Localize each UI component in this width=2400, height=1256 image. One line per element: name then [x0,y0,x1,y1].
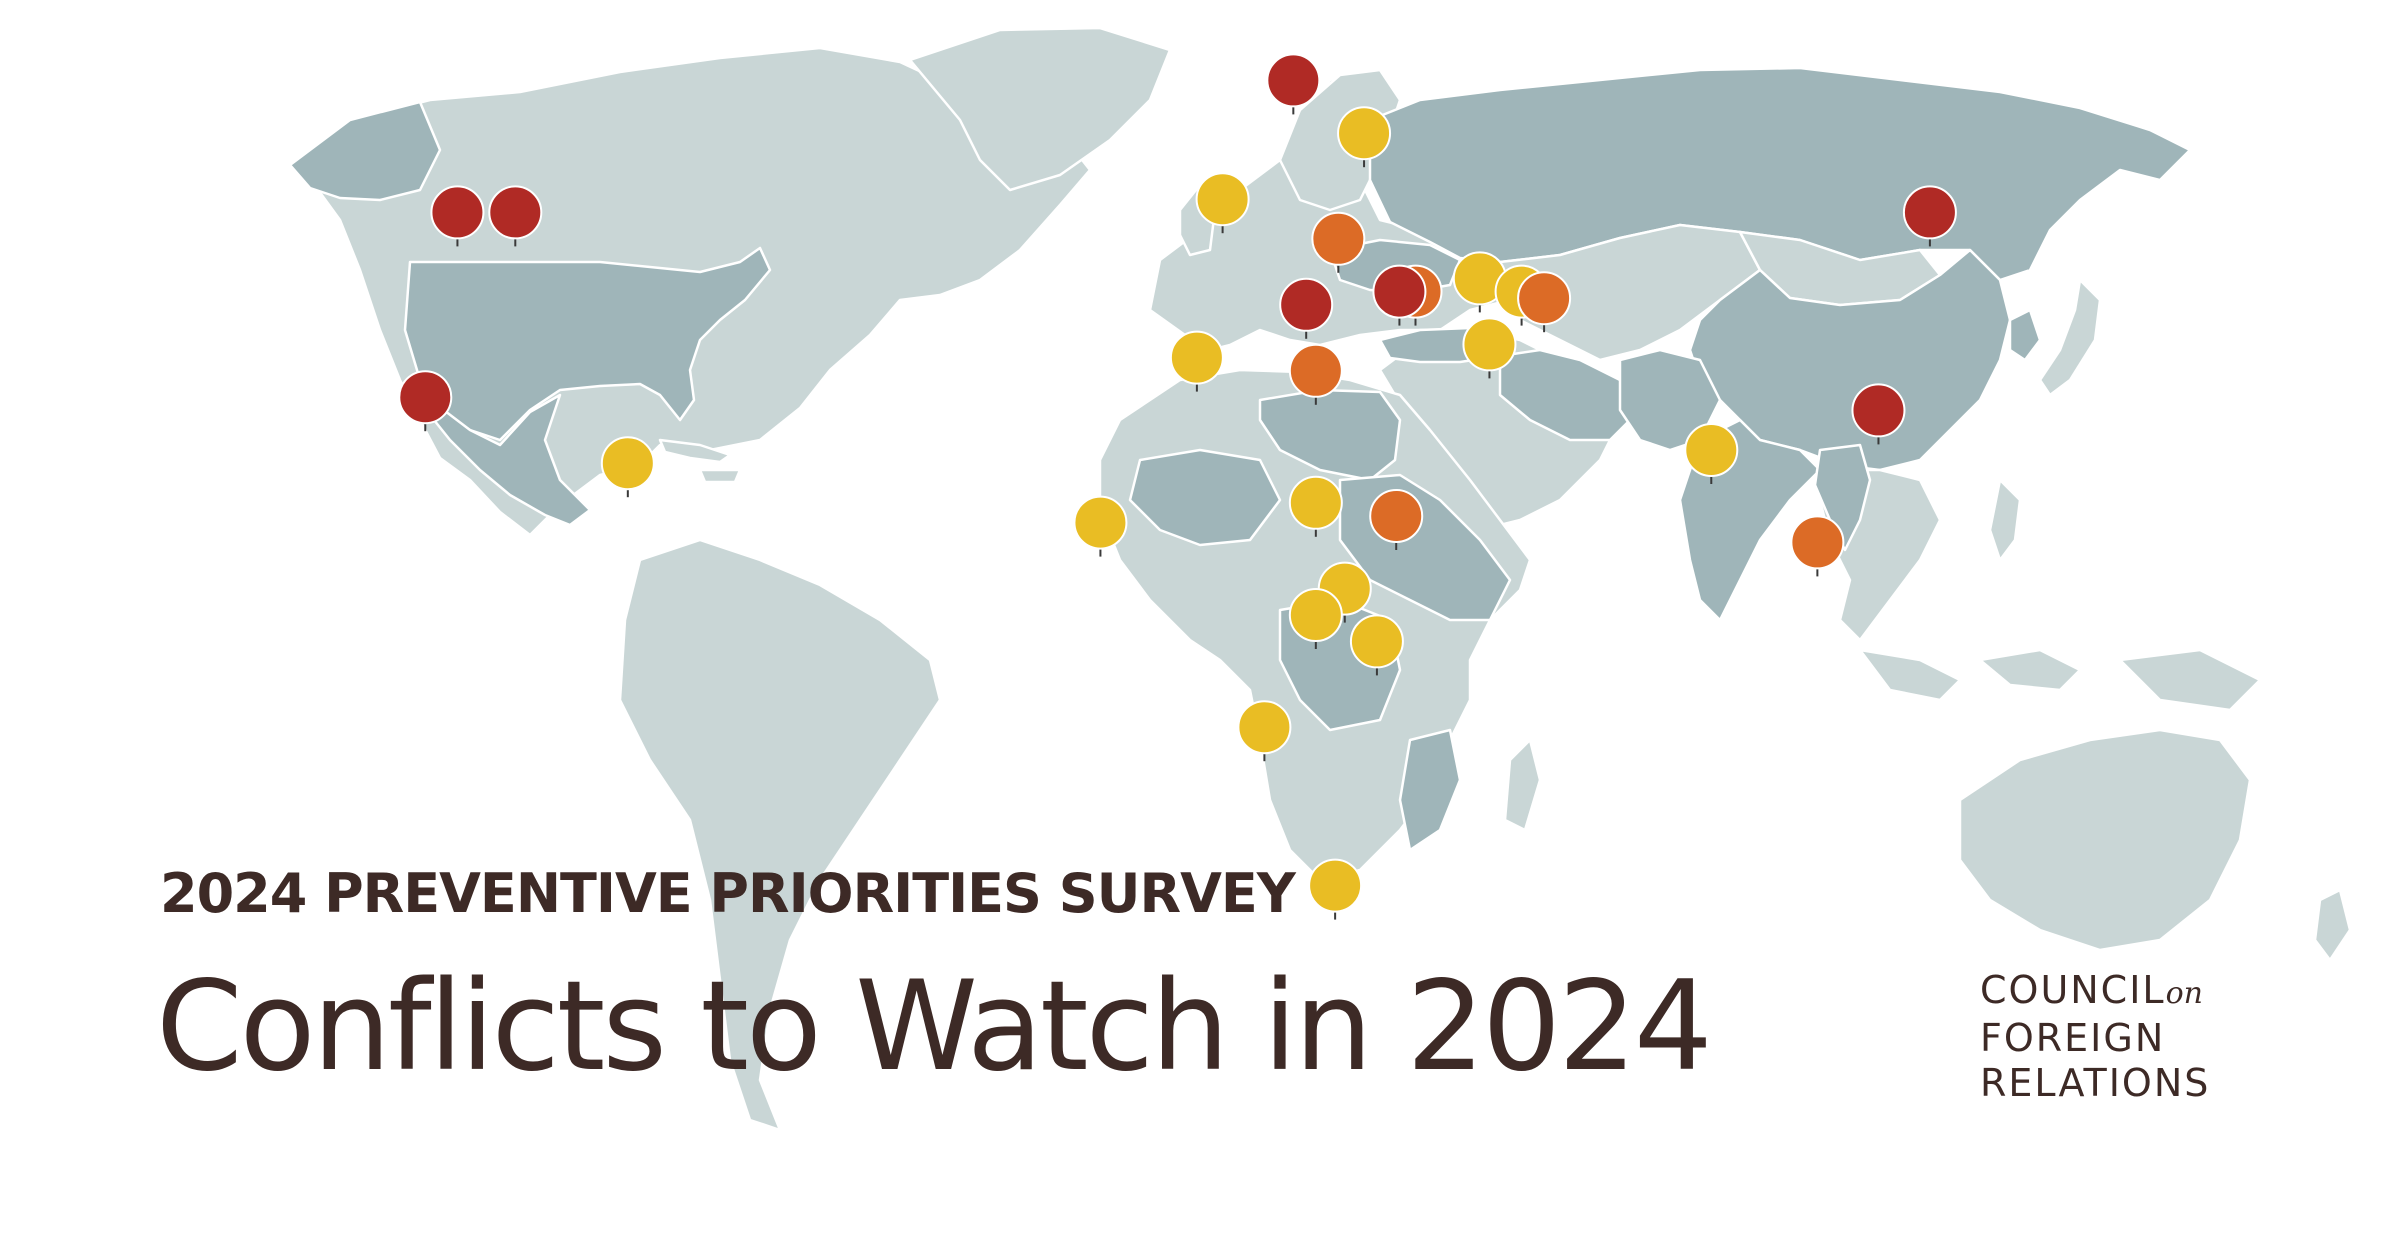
logo-line-1: COUNCILon [1980,968,2280,1016]
conflict-marker-south-sudan[interactable] [1288,588,1343,642]
conflict-marker-somalia[interactable] [1349,614,1404,669]
page-title: Conflicts to Watch in 2024 [156,955,1713,1099]
land-indonesia [1858,648,2262,712]
conflict-marker-south-china-sea[interactable] [1790,515,1845,570]
land-japan [2038,278,2102,397]
land-central-asia [1498,223,1762,362]
conflict-marker-myanmar[interactable] [1684,423,1739,477]
cfr-logo[interactable]: COUNCILon FOREIGN RELATIONS [1980,968,2280,1106]
land-mexico [418,390,592,527]
conflict-marker-sahel[interactable] [1073,495,1128,550]
land-australia [1958,728,2252,952]
conflict-marker-turkey-syria[interactable] [1311,211,1366,266]
logo-line-3: RELATIONS [1980,1061,2211,1105]
conflict-marker-us-1[interactable] [430,185,485,240]
conflict-marker-haiti[interactable] [600,436,655,491]
conflict-marker-drc[interactable] [1237,700,1292,755]
land-myanmar [1813,443,1872,552]
conflict-marker-mozambique[interactable] [1308,858,1363,913]
land-alaska [288,100,442,202]
conflict-marker-balkans[interactable] [1195,172,1250,227]
conflict-marker-sudan[interactable] [1288,475,1343,530]
logo-line-2: FOREIGN [1980,1016,2166,1060]
logo-word-on: on [2165,976,2203,1011]
land-madagascar [1503,738,1542,832]
land-new-zealand [2313,888,2352,962]
land-greenland [908,26,1172,192]
conflict-marker-yemen[interactable] [1369,489,1424,543]
land-korea [2008,308,2042,362]
conflict-marker-israel[interactable] [1279,277,1334,332]
land-libya-egypt [1258,388,1402,482]
conflict-marker-us-2[interactable] [488,185,543,240]
land-mozambique [1398,728,1462,852]
conflict-marker-india-pakistan[interactable] [1517,271,1572,326]
conflict-marker-taiwan[interactable] [1851,383,1906,438]
land-caribbean [658,438,742,484]
land-philippines [1988,478,2022,562]
conflict-marker-pakistan[interactable] [1462,317,1517,372]
conflict-marker-ukraine[interactable] [1266,53,1321,108]
land-iran-iraq [1498,348,1642,442]
survey-subtitle: 2024 PREVENTIVE PRIORITIES SURVEY [160,862,1296,925]
conflict-marker-black-sea[interactable] [1337,106,1392,161]
logo-word-council: COUNCIL [1980,968,2166,1012]
conflict-marker-iran[interactable] [1372,264,1427,319]
conflict-marker-korea[interactable] [1902,185,1957,240]
conflict-marker-libya[interactable] [1169,330,1224,385]
land-sahel [1128,448,1282,547]
conflict-marker-mexico[interactable] [398,370,453,425]
land-south-america [618,538,942,1132]
conflict-markers [398,53,1957,913]
conflict-marker-egypt[interactable] [1288,343,1343,398]
